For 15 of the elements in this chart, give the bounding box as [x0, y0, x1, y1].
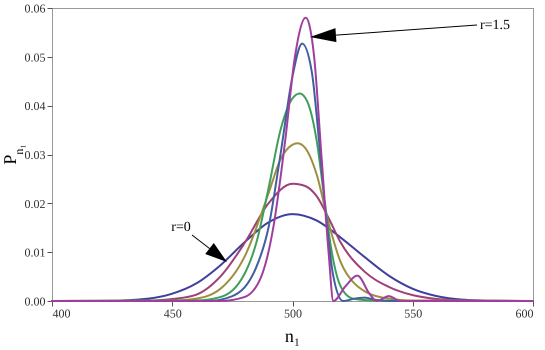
- x-axis-title: n₁: [284, 326, 300, 346]
- x-tick-label: 400: [52, 306, 70, 320]
- annotation: r=1.5: [480, 18, 510, 33]
- y-tick-label: 0.02: [24, 196, 46, 211]
- x-tick-label: 450: [164, 306, 182, 320]
- y-tick-label: 0.01: [24, 246, 46, 260]
- annotation: r=0: [171, 220, 191, 235]
- y-tick-label: 0.06: [24, 2, 46, 16]
- x-tick-label: 500: [284, 306, 302, 320]
- y-tick-label: 0.04: [24, 99, 46, 114]
- y-tick-label: 0.00: [24, 294, 46, 308]
- y-tick-label: 0.05: [24, 50, 46, 64]
- y-tick-label: 0.03: [24, 148, 46, 162]
- x-tick-label: 600: [516, 306, 534, 320]
- x-tick-label: 550: [404, 306, 422, 320]
